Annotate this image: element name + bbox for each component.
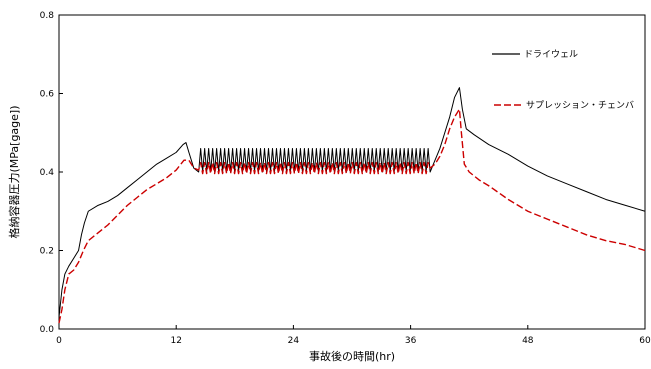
y-axis-ticks: 0.0 0.2 0.4 0.6 0.8 bbox=[40, 11, 63, 335]
x-tick-label: 0 bbox=[56, 336, 62, 346]
y-tick-label: 0.4 bbox=[40, 168, 55, 178]
x-tick-label: 60 bbox=[639, 336, 651, 346]
legend-label-drywell: ドライウェル bbox=[524, 49, 578, 60]
x-tick-label: 36 bbox=[405, 336, 417, 346]
legend-label-suppression-chamber: サプレッション・チェンバ bbox=[526, 100, 634, 111]
series-layer bbox=[58, 87, 646, 324]
y-tick-label: 0.2 bbox=[40, 247, 54, 257]
x-axis-ticks: 0 12 24 36 48 60 bbox=[56, 325, 651, 346]
x-axis-title: 事故後の時間(hr) bbox=[309, 349, 395, 363]
x-tick-label: 24 bbox=[288, 336, 300, 346]
x-tick-label: 48 bbox=[522, 336, 534, 346]
y-tick-label: 0.8 bbox=[40, 11, 55, 21]
x-tick-label: 12 bbox=[170, 336, 181, 346]
series-line-suppression-chamber bbox=[58, 108, 646, 324]
y-tick-label: 0.6 bbox=[40, 90, 55, 100]
y-tick-label: 0.0 bbox=[40, 325, 55, 335]
y-axis-title: 格納容器圧力(MPa[gage]) bbox=[7, 105, 21, 238]
